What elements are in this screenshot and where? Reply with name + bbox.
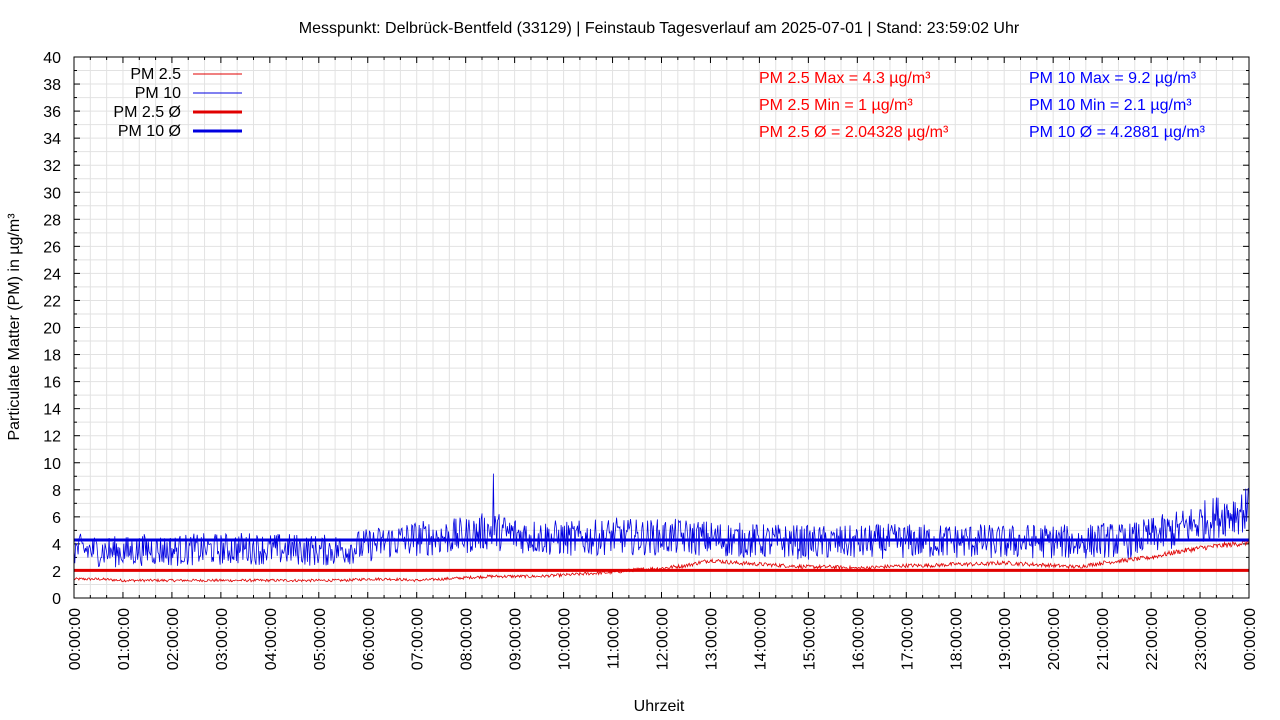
- grid-lines: [74, 57, 1249, 598]
- legend-label: PM 2.5 Ø: [113, 104, 181, 121]
- x-tick-label: 09:00:00: [508, 608, 525, 670]
- series-line: [73, 539, 1249, 583]
- x-tick-label: 03:00:00: [214, 608, 231, 670]
- x-tick-label: 00:00:00: [1242, 608, 1259, 670]
- x-tick-label: 12:00:00: [655, 608, 672, 670]
- x-axis-label: Uhrzeit: [634, 698, 685, 715]
- y-tick-label: 2: [52, 564, 61, 581]
- stat-annotation: PM 2.5 Ø = 2.04328 µg/m³: [759, 124, 949, 141]
- x-tick-label: 21:00:00: [1095, 608, 1112, 670]
- x-tick-label: 19:00:00: [997, 608, 1014, 670]
- y-tick-label: 40: [43, 50, 61, 67]
- y-tick-label: 22: [43, 293, 61, 310]
- stat-annotation: PM 10 Min = 2.1 µg/m³: [1029, 97, 1192, 114]
- plot-frame: [73, 56, 1250, 599]
- stat-annotation: PM 2.5 Min = 1 µg/m³: [759, 97, 913, 114]
- stat-annotation: PM 10 Ø = 4.2881 µg/m³: [1029, 124, 1206, 141]
- y-tick-label: 16: [43, 375, 61, 392]
- x-tick-label: 15:00:00: [801, 608, 818, 670]
- x-tick-label: 02:00:00: [165, 608, 182, 670]
- legend-label: PM 2.5: [130, 66, 181, 83]
- series-layer: [73, 473, 1249, 583]
- x-tick-label: 11:00:00: [606, 608, 623, 669]
- x-tick-label: 17:00:00: [899, 608, 916, 670]
- x-tick-label: 04:00:00: [263, 608, 280, 670]
- x-tick-label: 14:00:00: [752, 608, 769, 670]
- x-tick-label: 16:00:00: [850, 608, 867, 670]
- y-tick-label: 10: [43, 456, 61, 473]
- stat-annotation: PM 2.5 Max = 4.3 µg/m³: [759, 70, 931, 87]
- x-tick-label: 20:00:00: [1046, 608, 1063, 670]
- y-tick-label: 18: [43, 348, 61, 365]
- y-tick-label: 20: [43, 321, 61, 338]
- y-tick-label: 34: [43, 131, 61, 148]
- x-tick-label: 10:00:00: [557, 608, 574, 670]
- y-tick-label: 12: [43, 429, 61, 446]
- x-tick-label: 13:00:00: [703, 608, 720, 670]
- x-tick-label: 23:00:00: [1193, 608, 1210, 670]
- x-tick-label: 00:00:00: [67, 608, 84, 670]
- y-tick-label: 24: [43, 266, 61, 283]
- x-tick-label: 06:00:00: [361, 608, 378, 670]
- y-tick-label: 6: [52, 510, 61, 527]
- y-axis-label: Particulate Matter (PM) in µg/m³: [6, 213, 23, 441]
- y-tick-label: 36: [43, 104, 61, 121]
- legend: PM 2.5 PM 10 PM 2.5 Ø PM 10 Ø: [113, 66, 242, 140]
- y-tick-label: 38: [43, 77, 61, 94]
- x-tick-label: 08:00:00: [459, 608, 476, 670]
- y-tick-label: 28: [43, 212, 61, 229]
- stat-annotation: PM 10 Max = 9.2 µg/m³: [1029, 70, 1197, 87]
- y-tick-label: 8: [52, 483, 61, 500]
- axis-ticks: 024681012141618202224262830323436384000:…: [43, 50, 1259, 670]
- legend-label: PM 10: [135, 85, 181, 102]
- stats-annotations: PM 2.5 Max = 4.3 µg/m³ PM 2.5 Min = 1 µg/…: [759, 70, 1206, 141]
- y-tick-label: 4: [52, 537, 61, 554]
- y-tick-label: 26: [43, 239, 61, 256]
- x-tick-label: 07:00:00: [410, 608, 427, 670]
- y-tick-label: 30: [43, 185, 61, 202]
- chart-title: Messpunkt: Delbrück-Bentfeld (33129) | F…: [299, 20, 1020, 37]
- x-tick-label: 01:00:00: [116, 608, 133, 670]
- y-tick-label: 14: [43, 402, 61, 419]
- x-tick-label: 05:00:00: [312, 608, 329, 670]
- x-tick-label: 18:00:00: [948, 608, 965, 670]
- y-tick-label: 32: [43, 158, 61, 175]
- x-tick-label: 22:00:00: [1144, 608, 1161, 670]
- legend-label: PM 10 Ø: [118, 123, 181, 140]
- y-tick-label: 0: [52, 591, 61, 608]
